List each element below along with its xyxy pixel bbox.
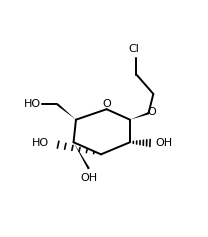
Text: OH: OH (80, 173, 97, 183)
Polygon shape (130, 112, 149, 120)
Polygon shape (57, 104, 76, 120)
Polygon shape (74, 142, 90, 169)
Text: HO: HO (32, 138, 49, 148)
Text: HO: HO (23, 99, 41, 109)
Text: Cl: Cl (129, 44, 139, 55)
Text: OH: OH (155, 138, 172, 148)
Text: O: O (102, 99, 111, 109)
Text: O: O (148, 107, 156, 117)
